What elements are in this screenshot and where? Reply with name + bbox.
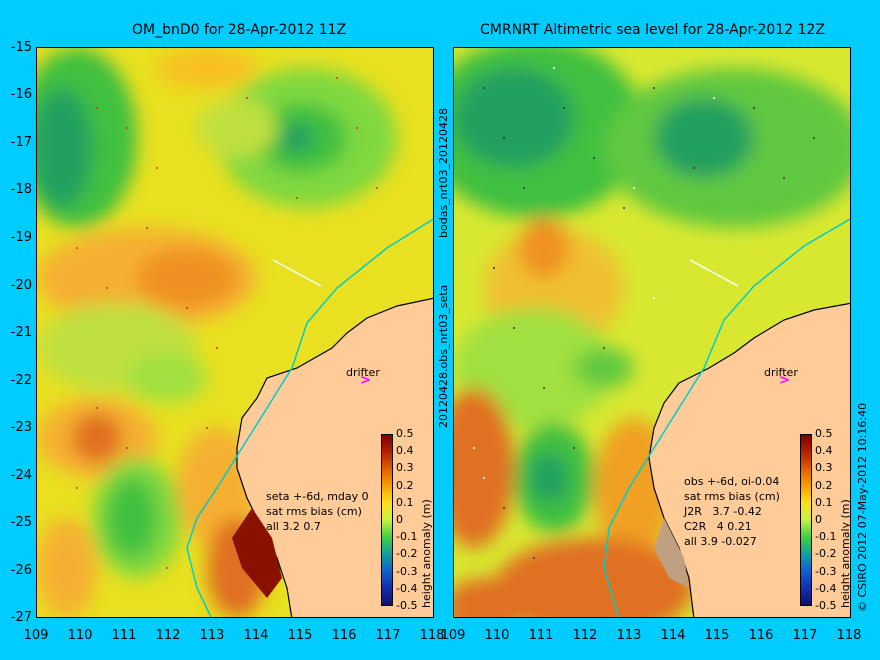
lon-tick-right: 116 [748, 628, 774, 643]
left-colorbar-tick: -0.3 [396, 565, 418, 578]
lon-tick-right: 117 [792, 628, 818, 643]
lon-tick-left: 110 [67, 628, 93, 643]
lat-tick-left: -17 [10, 135, 32, 150]
left-stats-text: seta +-6d, mday 0 sat rms bias (cm) all … [266, 490, 369, 533]
lon-tick-left: 118 [419, 628, 445, 643]
lat-tick-left: -23 [10, 420, 32, 435]
right-drifter-arrow-icon: > [779, 373, 790, 388]
left-observation-dots [76, 77, 378, 569]
left-colorbar-tick: -0.5 [396, 599, 418, 612]
right-colorbar-tick: 0.1 [815, 496, 833, 509]
right-colorbar-tick: -0.2 [815, 547, 837, 560]
lat-tick-left: -22 [10, 373, 32, 388]
left-satellite-track [186, 218, 433, 617]
lat-tick-left: -20 [10, 278, 32, 293]
right-colorbar-tick: 0.3 [815, 461, 833, 474]
right-map-svg [454, 48, 850, 617]
obs-file-label: 20120428.obs_nrt03_seta [437, 284, 450, 428]
left-colorbar-label: height anomaly (m) [420, 499, 433, 608]
lon-tick-left: 113 [199, 628, 225, 643]
lon-tick-left: 114 [243, 628, 269, 643]
right-panel-title: CMRNRT Altimetric sea level for 28-Apr-2… [480, 22, 825, 38]
right-colorbar-tick: -0.5 [815, 599, 837, 612]
left-colorbar-tick: -0.1 [396, 530, 418, 543]
right-satellite-track [603, 218, 850, 617]
lat-tick-left: -25 [10, 515, 32, 530]
left-colorbar [381, 434, 393, 606]
left-colorbar-tick: 0.1 [396, 496, 414, 509]
left-map-svg [37, 48, 433, 617]
right-land-mass [648, 302, 850, 617]
right-drifter-label: drifter [764, 366, 798, 379]
left-colorbar-tick: 0.5 [396, 427, 414, 440]
left-drifter-label: drifter [346, 366, 380, 379]
left-colorbar-tick: 0.2 [396, 479, 414, 492]
left-panel-title: OM_bnD0 for 28-Apr-2012 11Z [132, 22, 347, 38]
lon-tick-left: 115 [287, 628, 313, 643]
lat-tick-left: -26 [10, 563, 32, 578]
lon-tick-left: 109 [23, 628, 49, 643]
lon-tick-right: 109 [440, 628, 466, 643]
lon-tick-right: 115 [704, 628, 730, 643]
lon-tick-left: 112 [155, 628, 181, 643]
left-drifter-arrow-icon: > [360, 373, 371, 388]
right-colorbar-tick: -0.4 [815, 582, 837, 595]
lon-tick-right: 118 [836, 628, 862, 643]
right-drifter-path [689, 259, 739, 287]
left-colorbar-tick: -0.4 [396, 582, 418, 595]
lon-tick-right: 112 [572, 628, 598, 643]
lon-tick-left: 111 [111, 628, 137, 643]
right-map-panel [453, 47, 851, 618]
lon-tick-right: 110 [484, 628, 510, 643]
right-colorbar-tick: -0.3 [815, 565, 837, 578]
left-coastal-high-anomaly [232, 508, 282, 598]
right-colorbar-tick: 0.2 [815, 479, 833, 492]
lon-tick-right: 114 [660, 628, 686, 643]
right-colorbar-tick: 0.4 [815, 444, 833, 457]
lat-tick-left: -19 [10, 230, 32, 245]
lon-tick-right: 111 [528, 628, 554, 643]
lat-tick-left: -18 [10, 182, 32, 197]
right-colorbar-tick: -0.1 [815, 530, 837, 543]
lat-tick-left: -21 [10, 325, 32, 340]
right-colorbar-tick: 0.5 [815, 427, 833, 440]
right-colorbar-tick: 0 [815, 513, 822, 526]
right-colorbar-label: height anomaly (m) [839, 499, 852, 608]
obs-file-label-top: bodas_nrt03_20120428 [437, 108, 450, 238]
right-observation-dots [483, 87, 815, 559]
left-colorbar-tick: 0.4 [396, 444, 414, 457]
left-drifter-path [272, 259, 322, 287]
right-observation-dots-light [473, 67, 715, 479]
left-colorbar-tick: 0.3 [396, 461, 414, 474]
right-colorbar [800, 434, 812, 606]
left-map-panel [36, 47, 434, 618]
left-colorbar-tick: -0.2 [396, 547, 418, 560]
lon-tick-left: 116 [331, 628, 357, 643]
lat-tick-left: -27 [10, 610, 32, 625]
left-colorbar-tick: 0 [396, 513, 403, 526]
lat-tick-left: -16 [10, 87, 32, 102]
lon-tick-right: 113 [616, 628, 642, 643]
right-stats-text: obs +-6d, oi-0.04 sat rms bias (cm) J2R … [684, 475, 780, 548]
lat-tick-left: -24 [10, 468, 32, 483]
right-coastal-gray [654, 518, 689, 588]
lon-tick-left: 117 [375, 628, 401, 643]
copyright-label: © CSIRO 2012 07-May-2012 10:16:40 [856, 402, 869, 612]
lat-tick-left: -15 [10, 40, 32, 55]
